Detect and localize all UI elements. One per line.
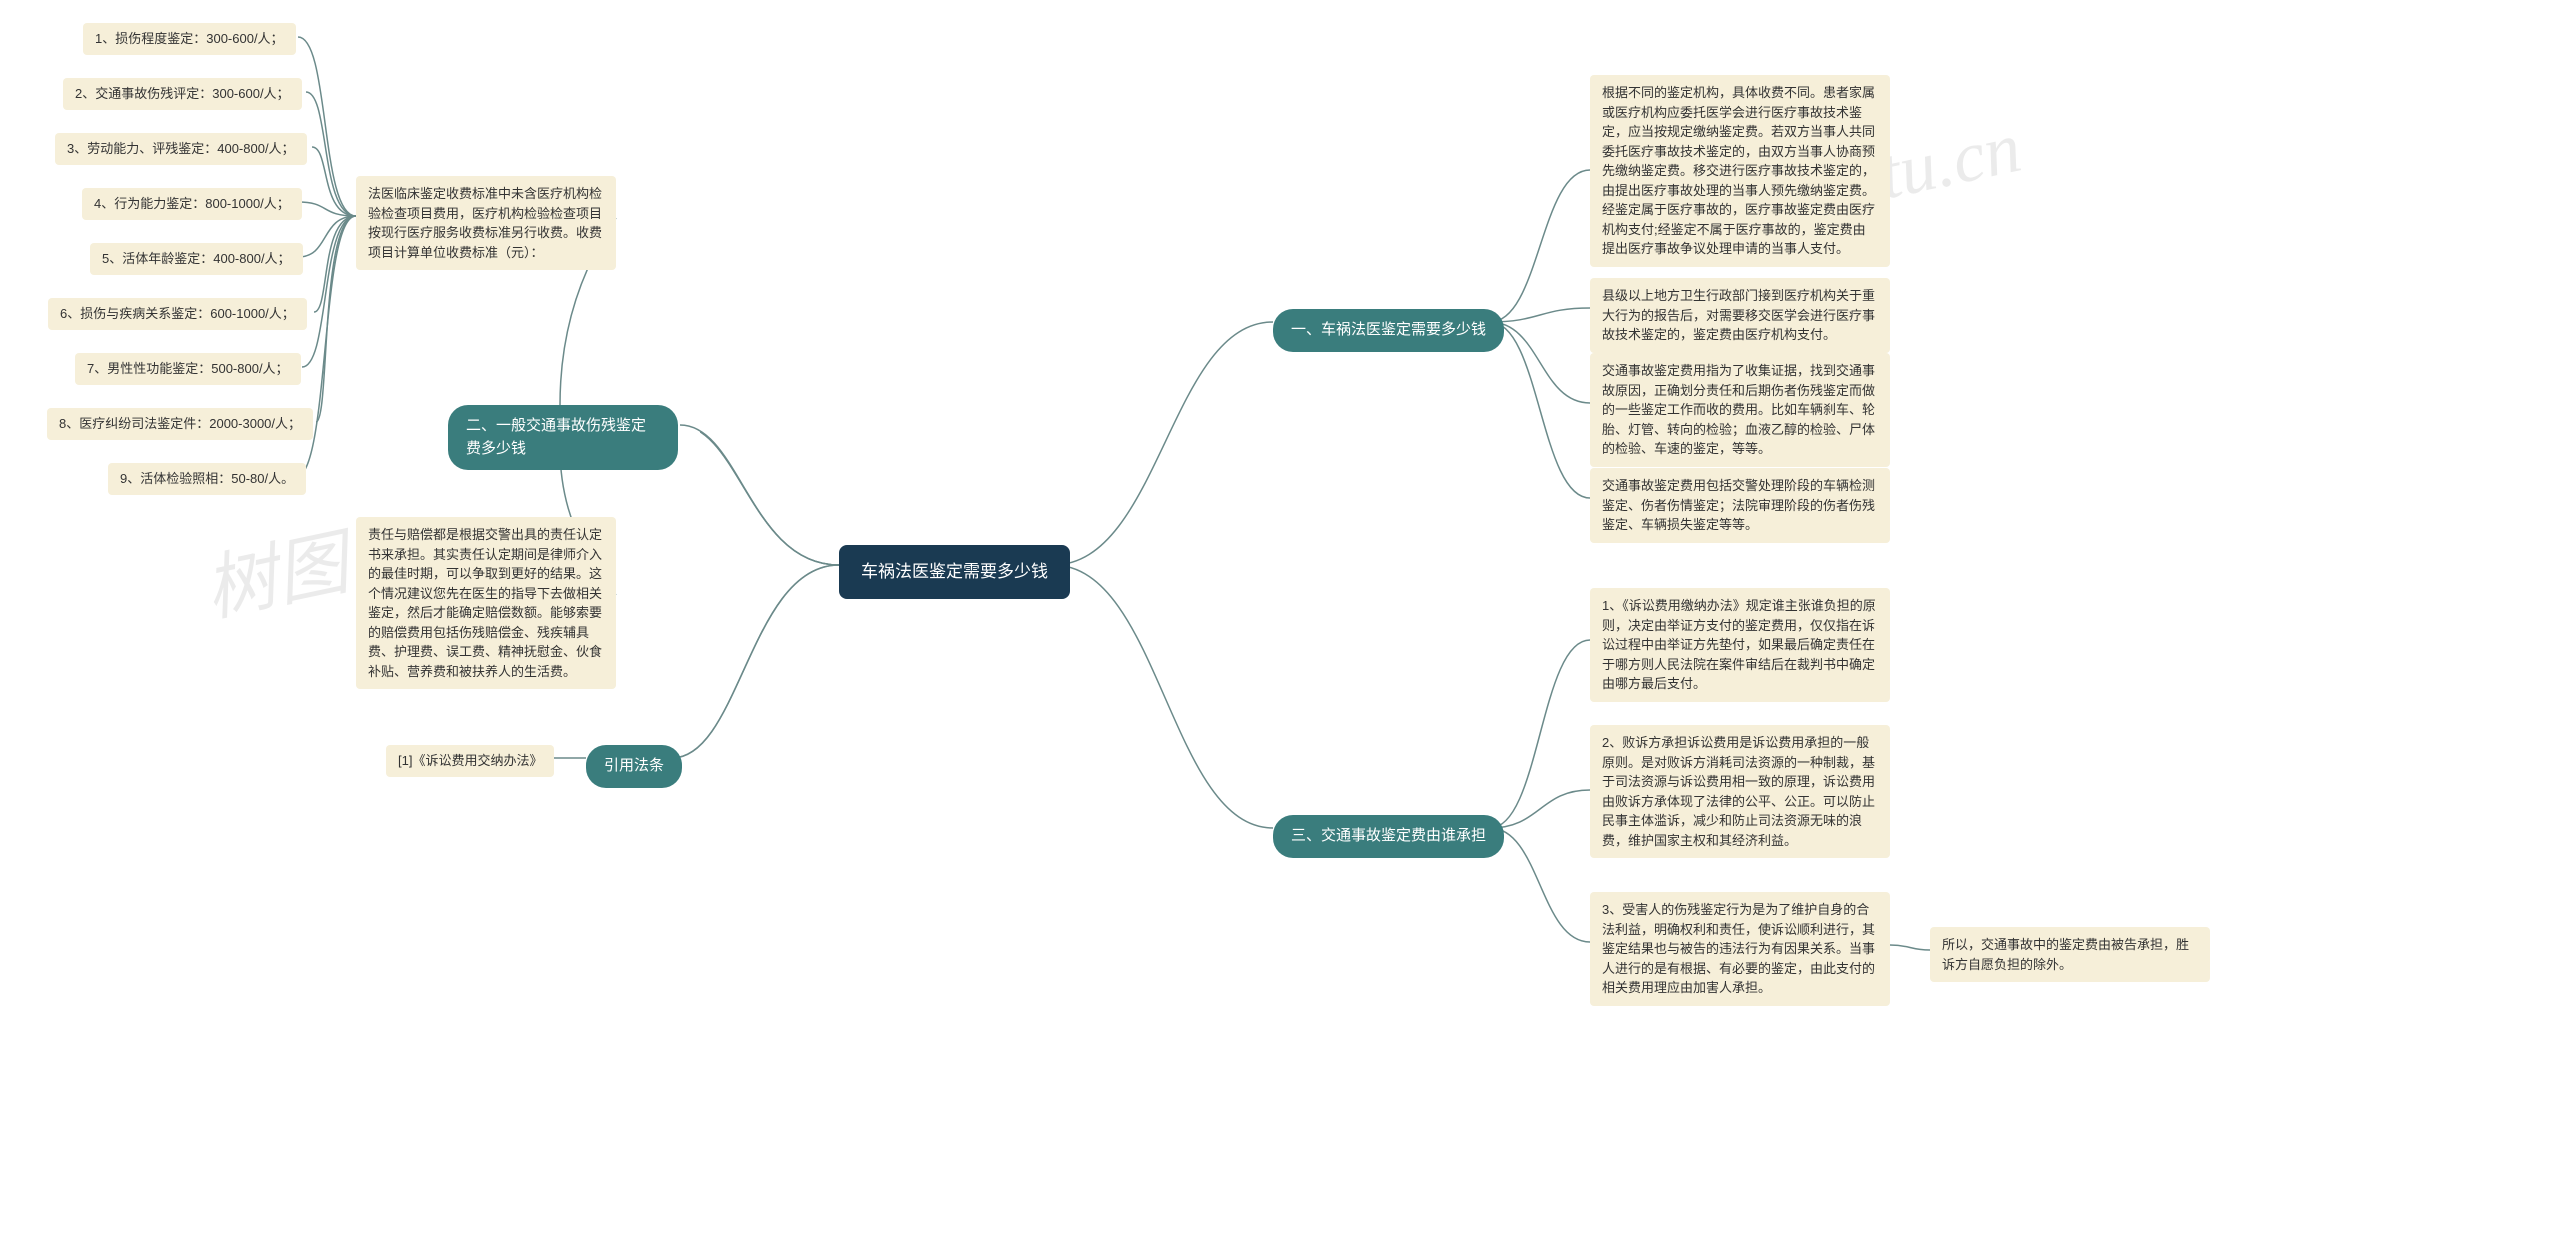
leaf-b2-desc2: 责任与赔偿都是根据交警出具的责任认定书来承担。其实责任认定期间是律师介入的最佳时… <box>356 517 616 689</box>
leaf-b2-7: 7、男性性功能鉴定：500-800/人； <box>75 353 301 385</box>
leaf-b4-1: [1]《诉讼费用交纳办法》 <box>386 745 554 777</box>
leaf-b2-3: 3、劳动能力、评残鉴定：400-800/人； <box>55 133 307 165</box>
branch-2: 二、一般交通事故伤残鉴定费多少钱 <box>448 405 678 470</box>
leaf-b2-9: 9、活体检验照相：50-80/人。 <box>108 463 306 495</box>
leaf-b1-1: 根据不同的鉴定机构，具体收费不同。患者家属或医疗机构应委托医学会进行医疗事故技术… <box>1590 75 1890 267</box>
leaf-b2-8: 8、医疗纠纷司法鉴定件：2000-3000/人； <box>47 408 313 440</box>
leaf-b2-5: 5、活体年龄鉴定：400-800/人； <box>90 243 303 275</box>
leaf-b2-2: 2、交通事故伤残评定：300-600/人； <box>63 78 302 110</box>
leaf-b2-desc1: 法医临床鉴定收费标准中未含医疗机构检验检查项目费用，医疗机构检验检查项目按现行医… <box>356 176 616 270</box>
branch-3: 三、交通事故鉴定费由谁承担 <box>1273 815 1504 858</box>
leaf-b1-2: 县级以上地方卫生行政部门接到医疗机构关于重大行为的报告后，对需要移交医学会进行医… <box>1590 278 1890 353</box>
leaf-b3-2: 2、败诉方承担诉讼费用是诉讼费用承担的一般原则。是对败诉方消耗司法资源的一种制裁… <box>1590 725 1890 858</box>
leaf-b2-4: 4、行为能力鉴定：800-1000/人； <box>82 188 302 220</box>
leaf-b3-3: 3、受害人的伤残鉴定行为是为了维护自身的合法利益，明确权利和责任，使诉讼顺利进行… <box>1590 892 1890 1006</box>
leaf-b1-4: 交通事故鉴定费用包括交警处理阶段的车辆检测鉴定、伤者伤情鉴定；法院审理阶段的伤者… <box>1590 468 1890 543</box>
leaf-b1-3: 交通事故鉴定费用指为了收集证据，找到交通事故原因，正确划分责任和后期伤者伤残鉴定… <box>1590 353 1890 467</box>
root-node: 车祸法医鉴定需要多少钱 <box>839 545 1070 599</box>
leaf-b2-1: 1、损伤程度鉴定：300-600/人； <box>83 23 296 55</box>
leaf-b3-1: 1、《诉讼费用缴纳办法》规定谁主张谁负担的原则，决定由举证方支付的鉴定费用，仅仅… <box>1590 588 1890 702</box>
leaf-b3-3-1: 所以，交通事故中的鉴定费由被告承担，胜诉方自愿负担的除外。 <box>1930 927 2210 982</box>
branch-1: 一、车祸法医鉴定需要多少钱 <box>1273 309 1504 352</box>
leaf-b2-6: 6、损伤与疾病关系鉴定：600-1000/人； <box>48 298 307 330</box>
branch-4: 引用法条 <box>586 745 682 788</box>
